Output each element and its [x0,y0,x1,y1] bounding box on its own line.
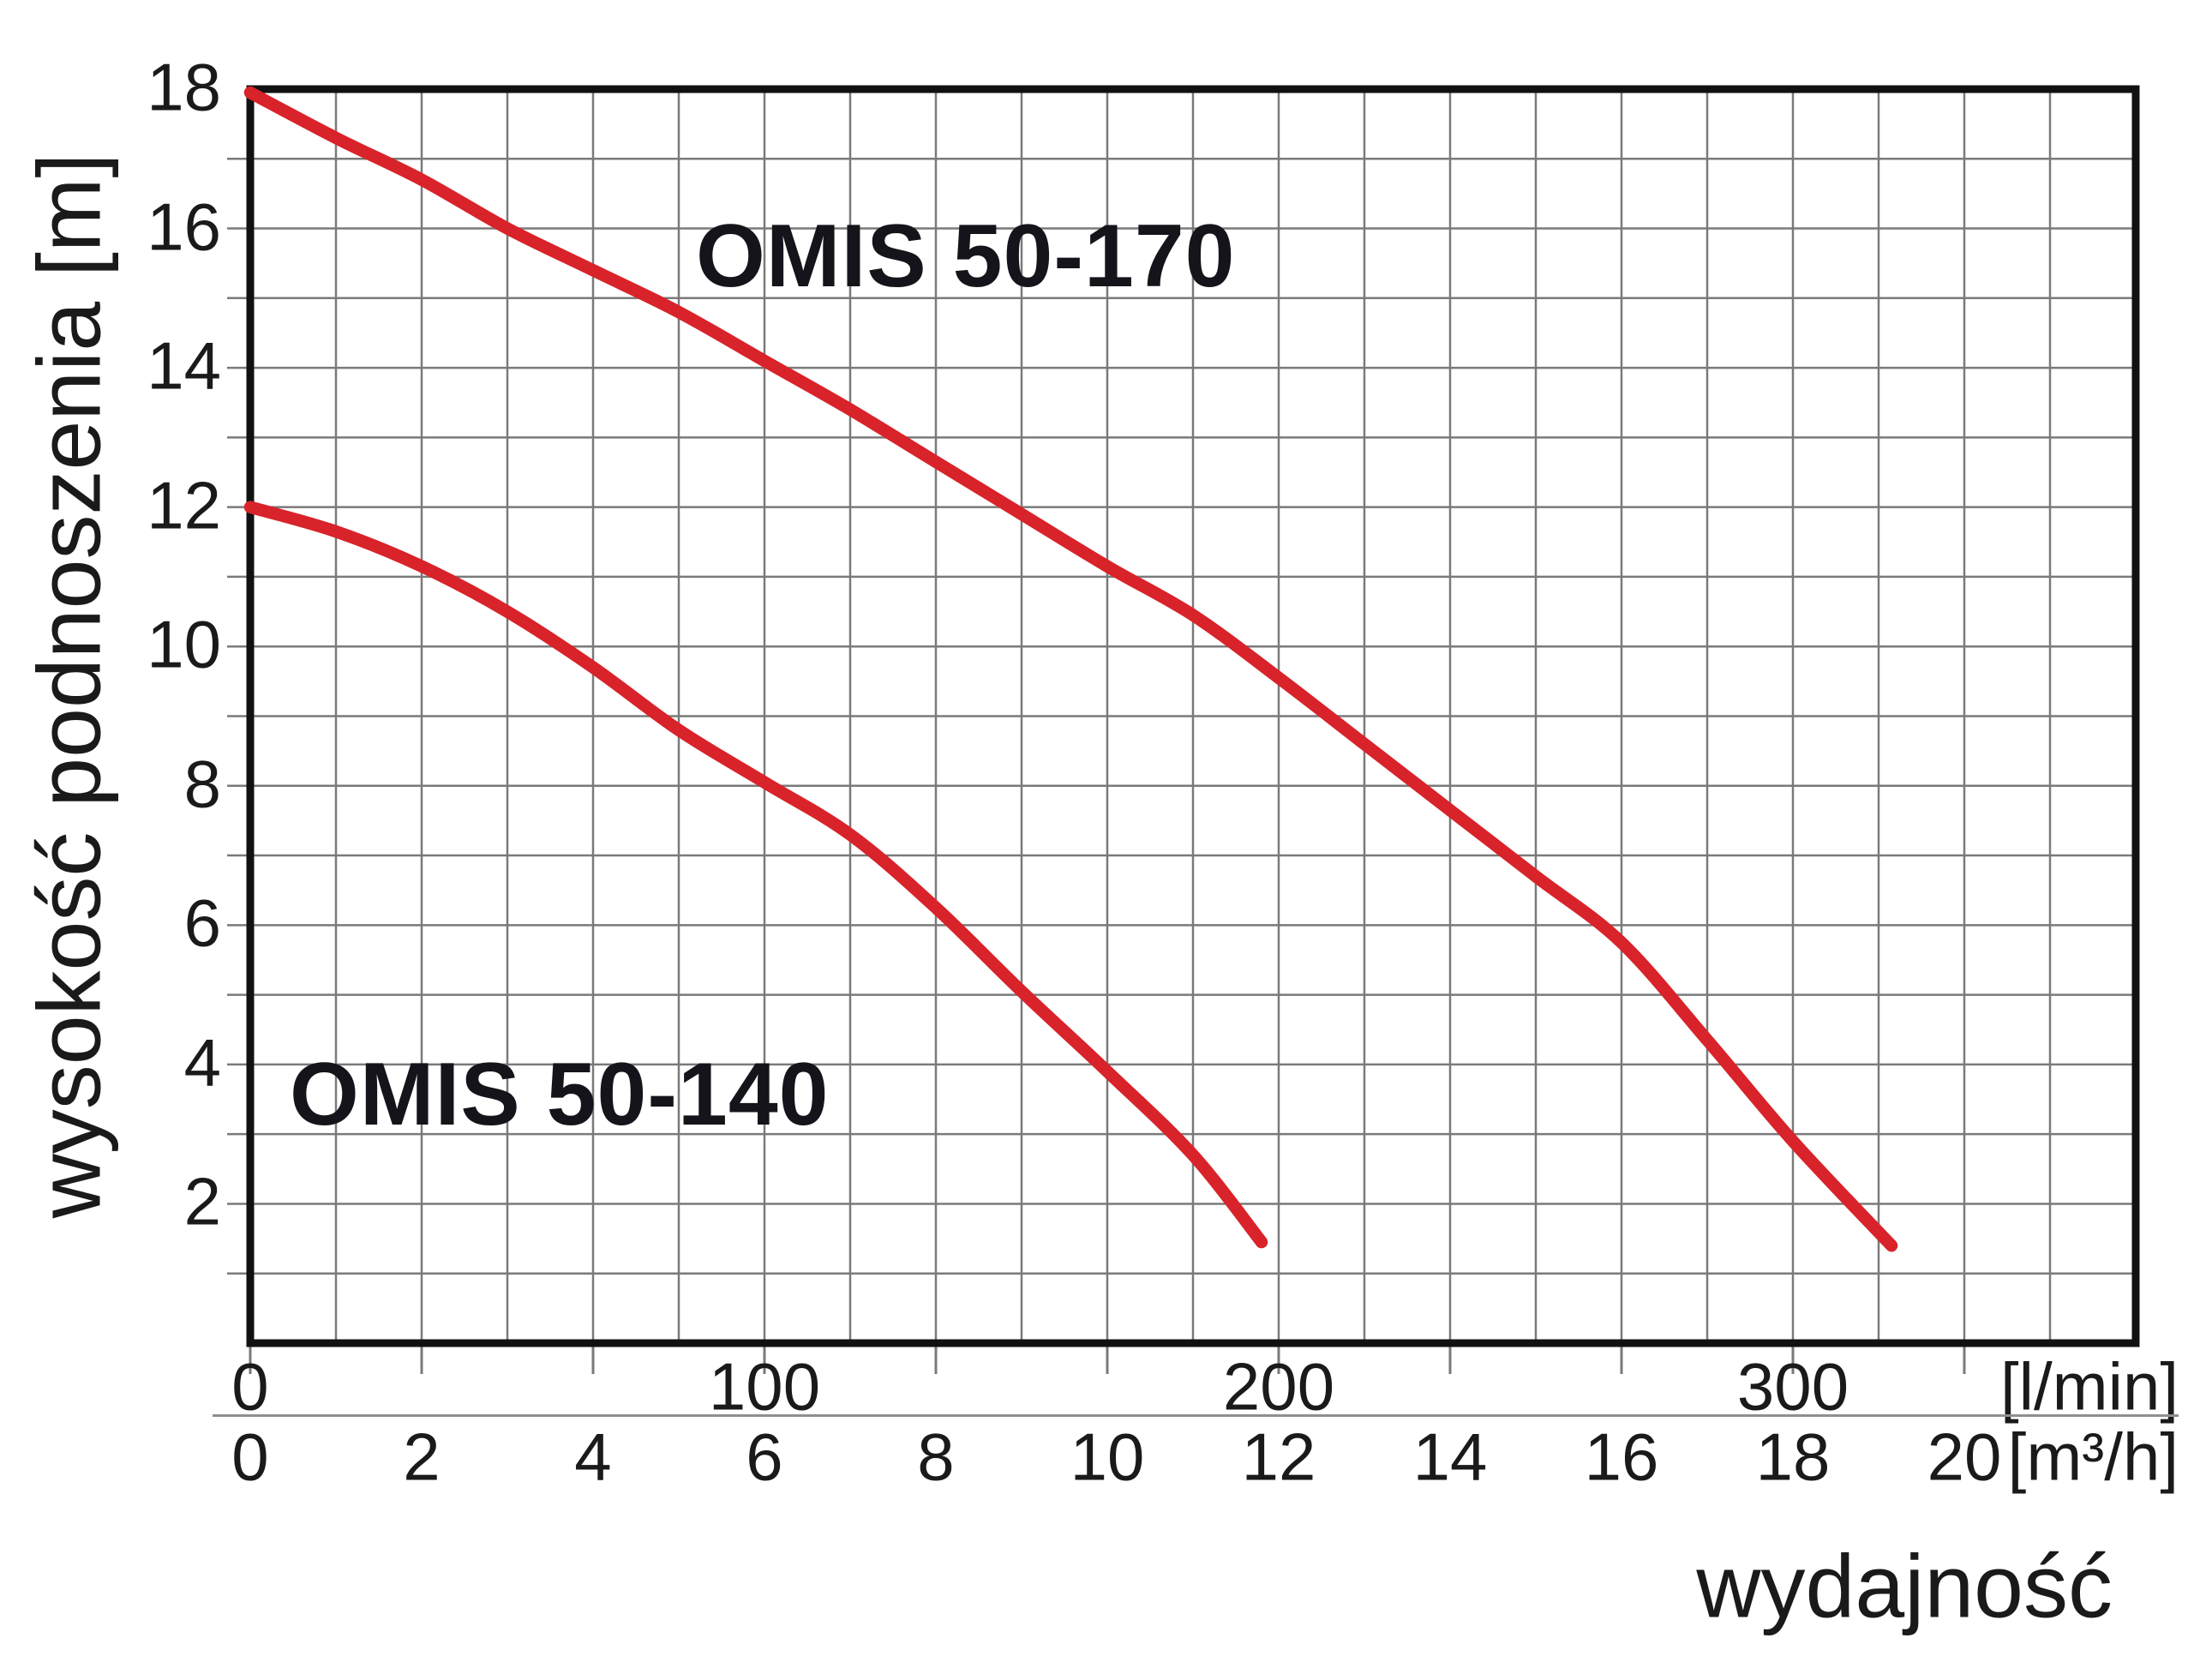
y-tick-label: 8 [183,746,221,822]
y-tick-label: 6 [183,885,221,961]
x-tick-label-m3h: 12 [1241,1419,1316,1495]
x-tick-label-m3h: 4 [574,1419,612,1495]
y-tick-label: 16 [147,189,221,265]
y-tick-label: 18 [147,49,221,125]
x-tick-label-m3h: 16 [1584,1419,1659,1495]
x-tick-label-m3h: 18 [1755,1419,1831,1495]
y-tick-label: 12 [147,467,221,543]
y-tick-label: 14 [147,327,221,404]
x-tick-label-m3h: 14 [1412,1419,1488,1495]
x-tick-label-lmin: 200 [1222,1348,1335,1425]
x-tick-label-m3h: 8 [917,1419,955,1495]
x-tick-label-lmin: 300 [1736,1348,1849,1425]
x-tick-label-lmin: 0 [231,1348,269,1425]
curve-omis-50-170 [243,86,1898,1252]
x-tick-label-m3h: 6 [746,1419,783,1495]
x-tick-label-m3h: 10 [1070,1419,1145,1495]
axis-scale-separator-line [213,1414,2179,1417]
x-tick-label-m3h: 20 [1927,1419,2002,1495]
curve-omis-50-140 [243,501,1268,1249]
x-axis-unit-lmin: [l/min] [1999,1348,2179,1425]
y-tick-label: 10 [147,606,221,682]
x-axis-unit-m3h: [m³/h] [2007,1419,2179,1495]
curve-label-omis-50-170: OMIS 50-170 [696,207,1236,306]
y-tick-label: 4 [183,1024,221,1101]
y-tick-label: 2 [183,1164,221,1240]
curve-label-omis-50-140: OMIS 50-140 [290,1045,830,1144]
x-tick-label-lmin: 100 [708,1348,821,1425]
x-axis-title: wydajność [1696,1537,2113,1637]
x-tick-label-m3h: 2 [403,1419,441,1495]
x-tick-label-m3h: 0 [231,1419,269,1495]
